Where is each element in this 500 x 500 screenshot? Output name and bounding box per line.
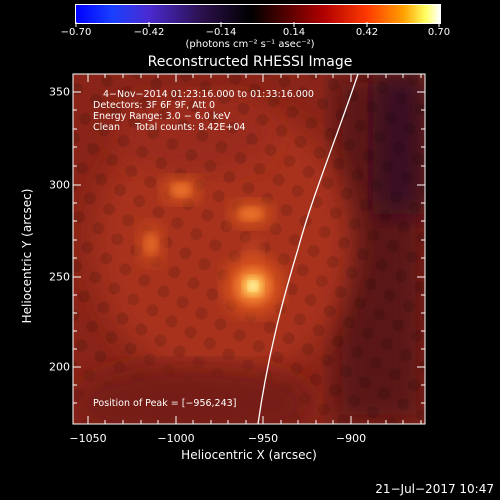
timestamp: 21−Jul−2017 10:47 [375,482,494,496]
x-tick-label: −900 [335,432,367,445]
colorbar-ticks [75,22,440,27]
colorbar-tick-label: −0.14 [205,27,237,38]
plot-title: Reconstructed RHESSI Image [147,54,353,70]
colorbar-tick-label: 0.42 [355,27,379,38]
x-axis-label: Heliocentric X (arcsec) [181,448,317,462]
colorbar-unit-label: (photons cm⁻² s⁻¹ asec⁻²) [185,39,315,50]
rhessi-image [73,74,425,424]
colorbar [75,4,441,24]
colorbar-tick-label: 0.70 [427,27,451,38]
time-range-text: 4−Nov−2014 01:23:16.000 to 01:33:16.000 [103,89,314,100]
energy-range-text: Energy Range: 3.0 − 6.0 keV [93,111,231,122]
image-panel [73,74,425,424]
clean-total-counts-text: Clean Total counts: 8.42E+04 [93,122,246,133]
solar-limb-curve [257,74,359,424]
x-tick-label: −950 [247,432,279,445]
colorbar-tick-label: −0.70 [60,27,92,38]
x-tick-label: −1050 [69,432,107,445]
colorbar-tick-label: 0.14 [282,27,306,38]
y-tick-label: 200 [49,360,70,374]
y-tick-label: 300 [49,178,70,192]
colorbar-tick-label: −0.42 [133,27,165,38]
detectors-text: Detectors: 3F 6F 9F, Att 0 [93,100,216,111]
y-tick-label: 350 [49,85,70,99]
peak-position-text: Position of Peak = [−956,243] [93,398,237,409]
y-tick-label: 250 [49,270,70,284]
x-tick-label: −1000 [157,432,195,445]
y-axis-label: Heliocentric Y (arcsec) [20,188,34,324]
